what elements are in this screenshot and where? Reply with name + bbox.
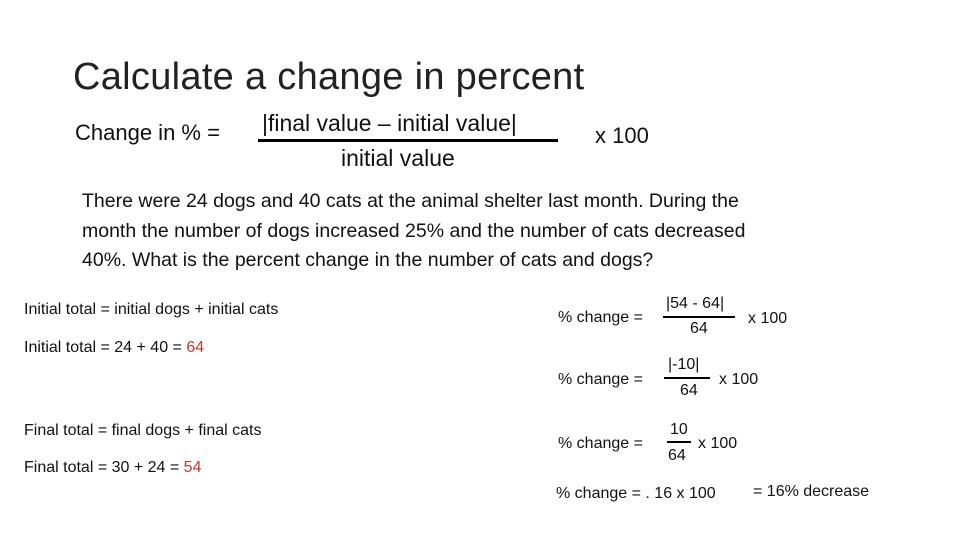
initial-total-result: 64 <box>186 339 205 356</box>
step1-numerator: |54 - 64| <box>666 295 725 312</box>
step2-label: % change = <box>558 371 643 388</box>
step3-fraction-bar <box>667 441 691 443</box>
step3-denominator: 64 <box>668 447 686 464</box>
problem-statement: There were 24 dogs and 40 cats at the an… <box>82 187 862 276</box>
initial-total-calc-text: Initial total = 24 + 40 = <box>24 339 187 356</box>
final-total-calc: Final total = 30 + 24 = 54 <box>24 459 201 477</box>
initial-total-calc: Initial total = 24 + 40 = 64 <box>24 339 204 357</box>
initial-total-formula: Initial total = initial dogs + initial c… <box>24 301 279 318</box>
formula-fraction-bar <box>258 139 558 142</box>
problem-line-3: 40%. What is the percent change in the n… <box>82 249 654 271</box>
step2-denominator: 64 <box>680 382 698 399</box>
formula-denominator: initial value <box>341 145 455 171</box>
problem-line-1: There were 24 dogs and 40 cats at the an… <box>82 190 739 212</box>
final-total-result: 54 <box>183 459 202 476</box>
formula-label: Change in % = <box>75 120 220 145</box>
step1-fraction-bar <box>663 316 735 318</box>
final-answer: = 16% decrease <box>753 483 870 500</box>
step2-numerator: |-10| <box>668 356 700 373</box>
step3-multiplier: x 100 <box>698 435 738 452</box>
step2-fraction-bar <box>664 377 710 379</box>
problem-line-2: month the number of dogs increased 25% a… <box>82 219 746 242</box>
final-total-formula: Final total = final dogs + final cats <box>24 422 262 439</box>
step1-multiplier: x 100 <box>748 310 788 327</box>
formula-numerator: |final value – initial value| <box>262 110 517 136</box>
step1-denominator: 64 <box>690 320 708 337</box>
step1-label: % change = <box>558 309 643 326</box>
step2-multiplier: x 100 <box>719 371 759 388</box>
page-title: Calculate a change in percent <box>73 56 585 98</box>
step4-calc: % change = . 16 x 100 <box>556 485 716 502</box>
formula-multiplier: x 100 <box>595 123 649 148</box>
final-total-calc-text: Final total = 30 + 24 = <box>24 459 184 476</box>
step3-numerator: 10 <box>670 421 688 438</box>
step3-label: % change = <box>558 435 643 452</box>
